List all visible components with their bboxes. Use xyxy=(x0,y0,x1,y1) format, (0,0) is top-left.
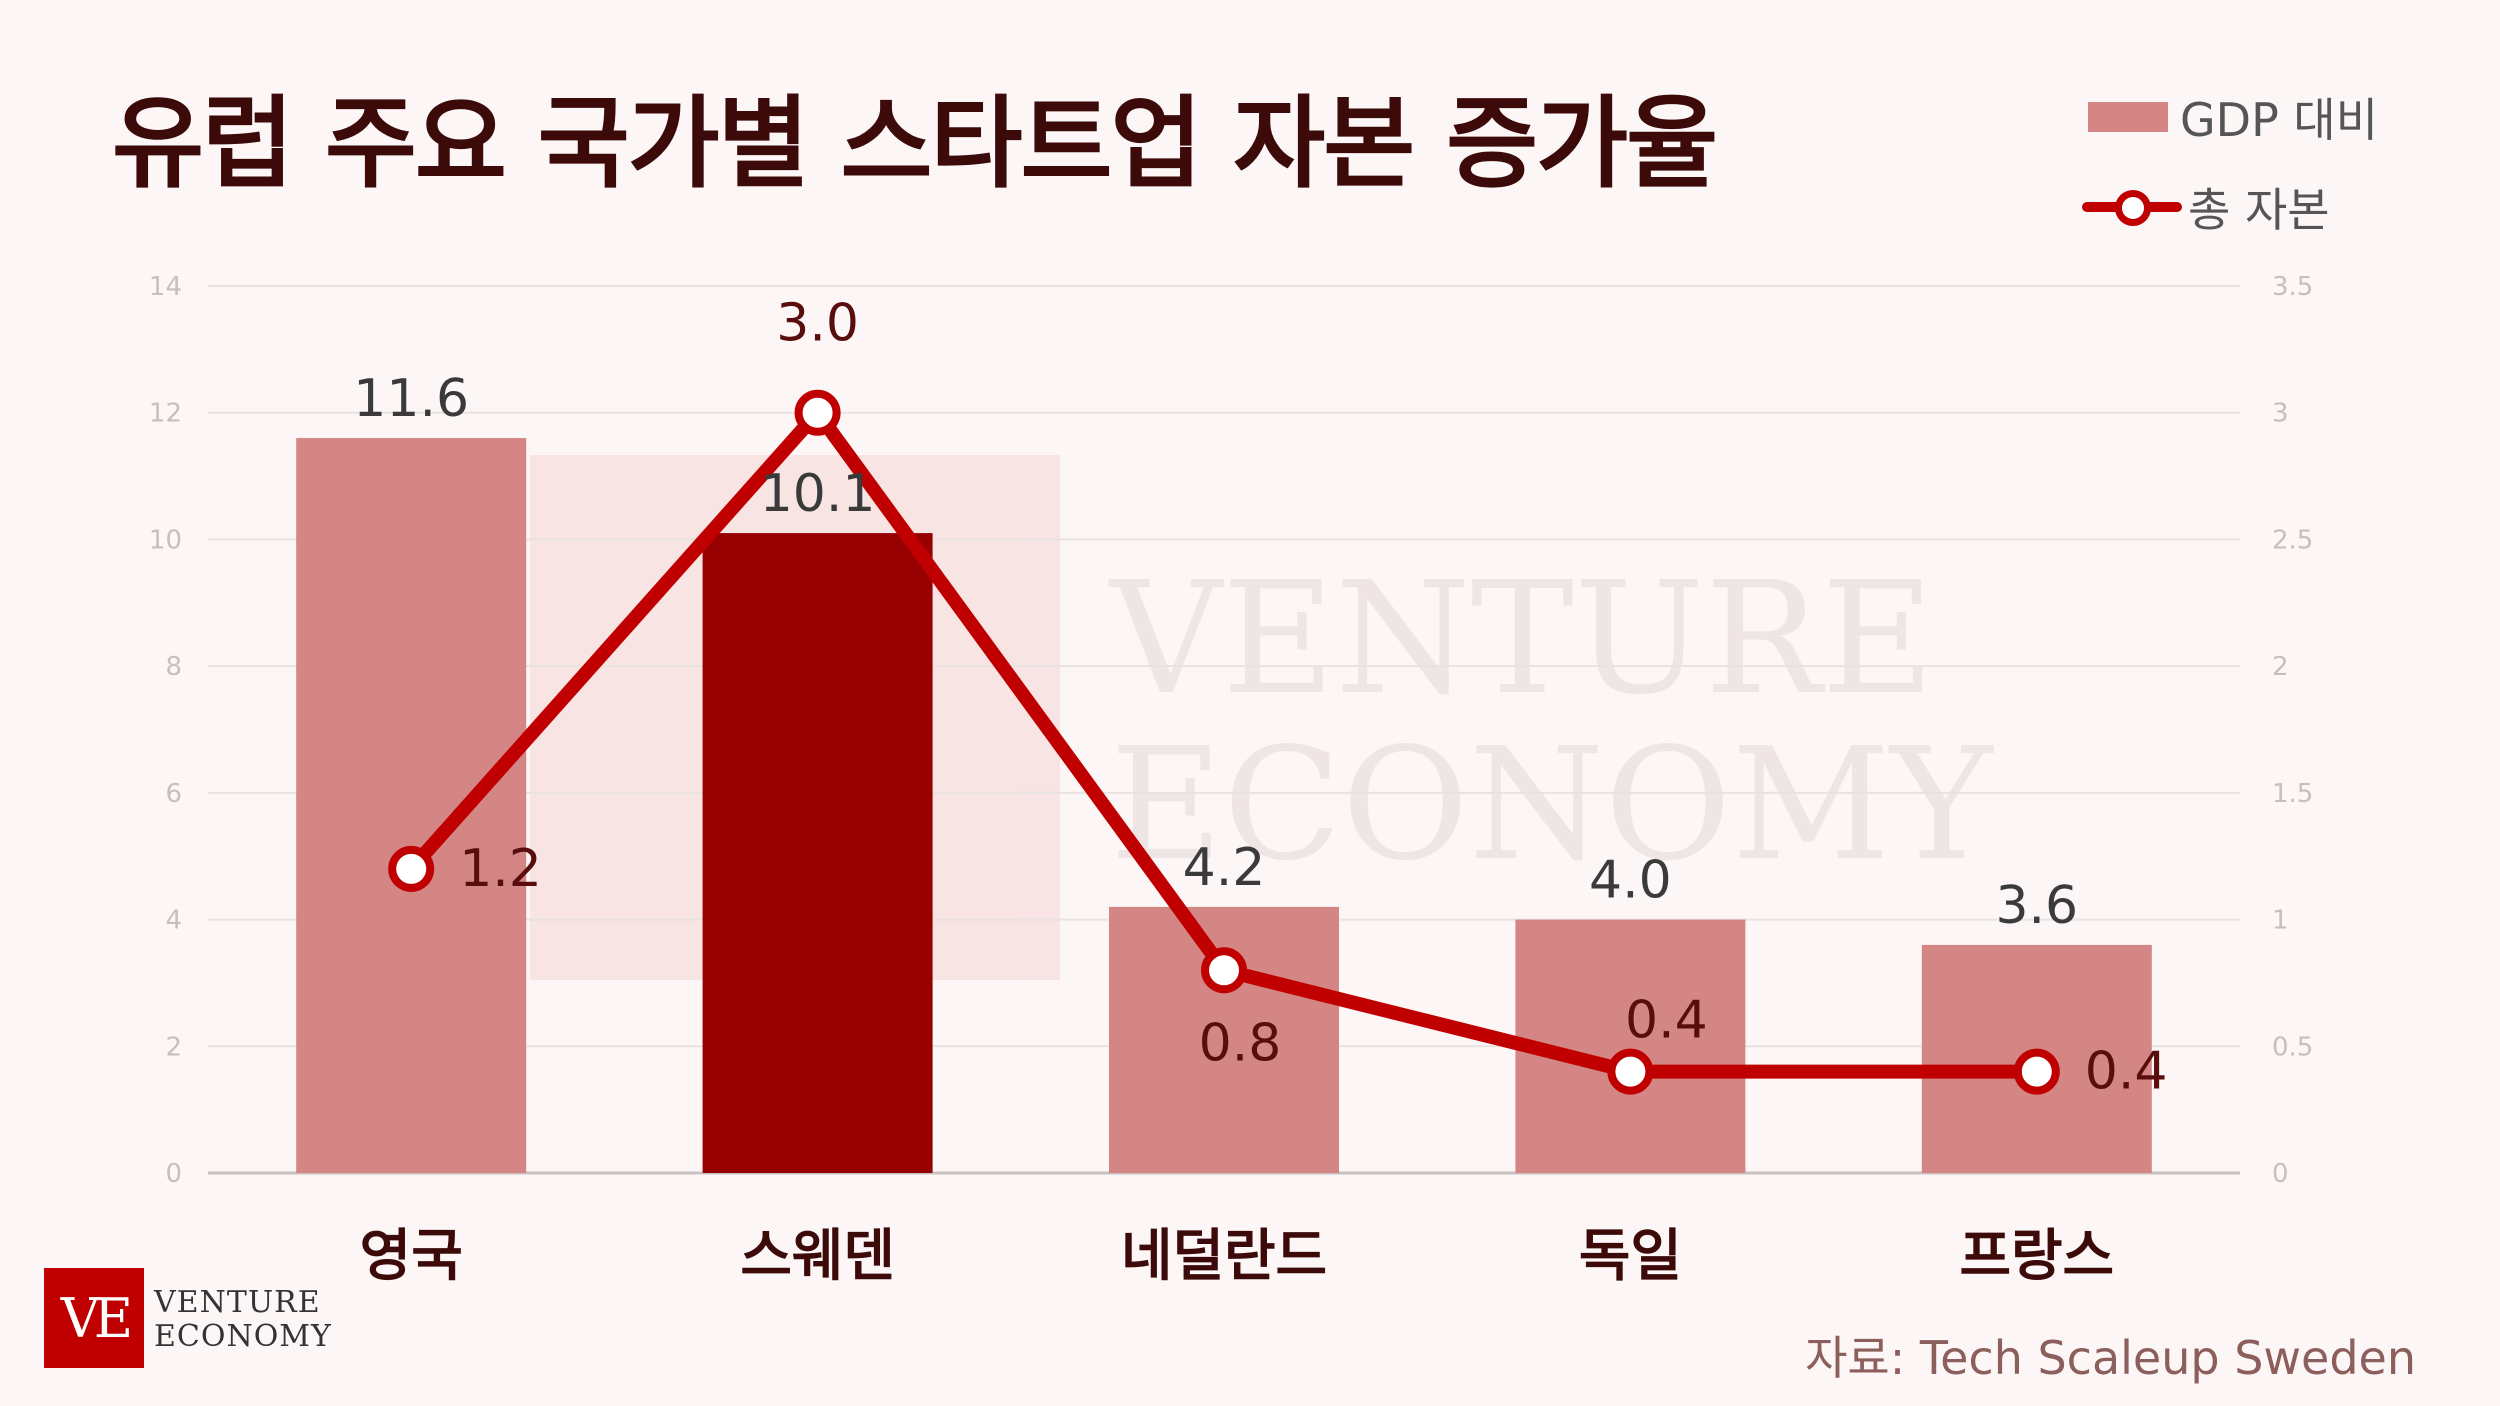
y-right-tick-label: 0.5 xyxy=(2272,1032,2313,1062)
line-value-label: 0.4 xyxy=(2085,1042,2168,1102)
legend-line: 총 자본 xyxy=(2082,174,2330,240)
y-right-tick-label: 3 xyxy=(2272,399,2289,429)
data-labels: 11.6 10.1 4.2 4.0 3.6 1.2 3.0 0.8 0.4 0.4 xyxy=(353,294,2167,1102)
bar-value-label: 4.0 xyxy=(1589,851,1672,911)
axes: 0 2 4 6 8 10 12 14 0 0.5 1 1.5 2 2.5 3 3.5 영국 스웨덴 네덜란드 독일 프랑… xyxy=(149,272,2313,1289)
y-left-tick-label: 12 xyxy=(149,399,182,429)
logo-text-line2: ECONOMY xyxy=(154,1319,332,1354)
line-value-label: 0.8 xyxy=(1199,1013,1282,1073)
bar-value-label: 4.2 xyxy=(1183,838,1266,898)
y-left-tick-label: 2 xyxy=(165,1032,182,1062)
bar-value-label: 11.6 xyxy=(353,369,469,429)
logo-text-line1: VENTURE xyxy=(154,1285,321,1320)
bar xyxy=(702,533,933,1173)
line-point xyxy=(2013,1048,2060,1095)
y-left-tick-label: 0 xyxy=(165,1159,182,1189)
line-value-label: 0.4 xyxy=(1625,991,1708,1051)
y-right-tick-label: 0 xyxy=(2272,1159,2289,1189)
source-note: 자료: Tech Scaleup Sweden xyxy=(1805,1331,2416,1385)
line-value-label: 3.0 xyxy=(776,294,859,354)
logo-mark: VE xyxy=(44,1268,144,1368)
chart-title: 유럽 주요 국가별 스타트업 자본 증가율 xyxy=(112,85,1718,202)
y-left-tick-label: 4 xyxy=(165,906,182,936)
bars xyxy=(296,438,2152,1173)
legend-bar-swatch xyxy=(2088,102,2168,132)
line-point xyxy=(794,389,841,436)
y-right-tick-label: 1 xyxy=(2272,906,2289,936)
y-left-tick-label: 8 xyxy=(165,652,182,682)
y-right-tick-label: 3.5 xyxy=(2272,272,2313,302)
x-category-label: 네덜란드 xyxy=(1121,1224,1327,1289)
x-category-label: 스웨덴 xyxy=(740,1224,895,1289)
legend-bar-label: GDP 대비 xyxy=(2180,93,2379,147)
line-series xyxy=(388,389,2060,1095)
x-category-label: 프랑스 xyxy=(1960,1224,2115,1289)
logo-text: VENTURE ECONOMY xyxy=(154,1286,332,1354)
line-point xyxy=(388,845,435,892)
y-left-tick-label: 6 xyxy=(165,779,182,809)
logo-mark-text: VE xyxy=(60,1286,133,1350)
watermark-text-line1: VENTURE xyxy=(1108,548,1935,729)
bar xyxy=(296,438,527,1173)
line-point xyxy=(1201,947,1247,994)
gridlines xyxy=(208,285,2240,1175)
x-category-label: 독일 xyxy=(1579,1224,1682,1289)
x-category-label: 영국 xyxy=(360,1224,463,1289)
y-left-tick-label: 10 xyxy=(149,525,182,555)
y-right-tick-label: 2.5 xyxy=(2272,525,2313,555)
legend-bar: GDP 대비 xyxy=(2088,84,2378,150)
watermark-text-line2: ECONOMY xyxy=(1110,714,1994,895)
legend-line-swatch xyxy=(2082,187,2182,227)
bar-value-label: 3.6 xyxy=(1995,876,2078,936)
line-point xyxy=(1607,1048,1654,1095)
y-right-tick-label: 1.5 xyxy=(2272,779,2313,809)
line-value-label: 1.2 xyxy=(459,839,542,899)
legend-line-label: 총 자본 xyxy=(2188,183,2330,237)
bar-value-label: 10.1 xyxy=(760,464,876,524)
y-left-tick-label: 14 xyxy=(149,272,182,302)
y-right-tick-label: 2 xyxy=(2272,652,2289,682)
